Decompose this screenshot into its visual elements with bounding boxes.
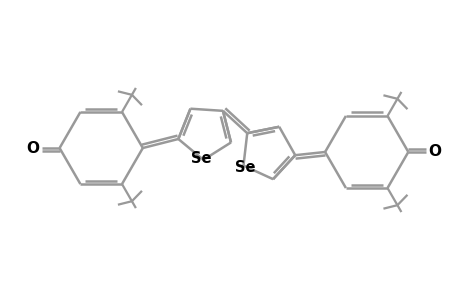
Text: Se: Se — [235, 160, 255, 175]
Text: Se: Se — [191, 152, 211, 166]
Text: O: O — [428, 145, 441, 160]
Text: O: O — [26, 140, 39, 155]
